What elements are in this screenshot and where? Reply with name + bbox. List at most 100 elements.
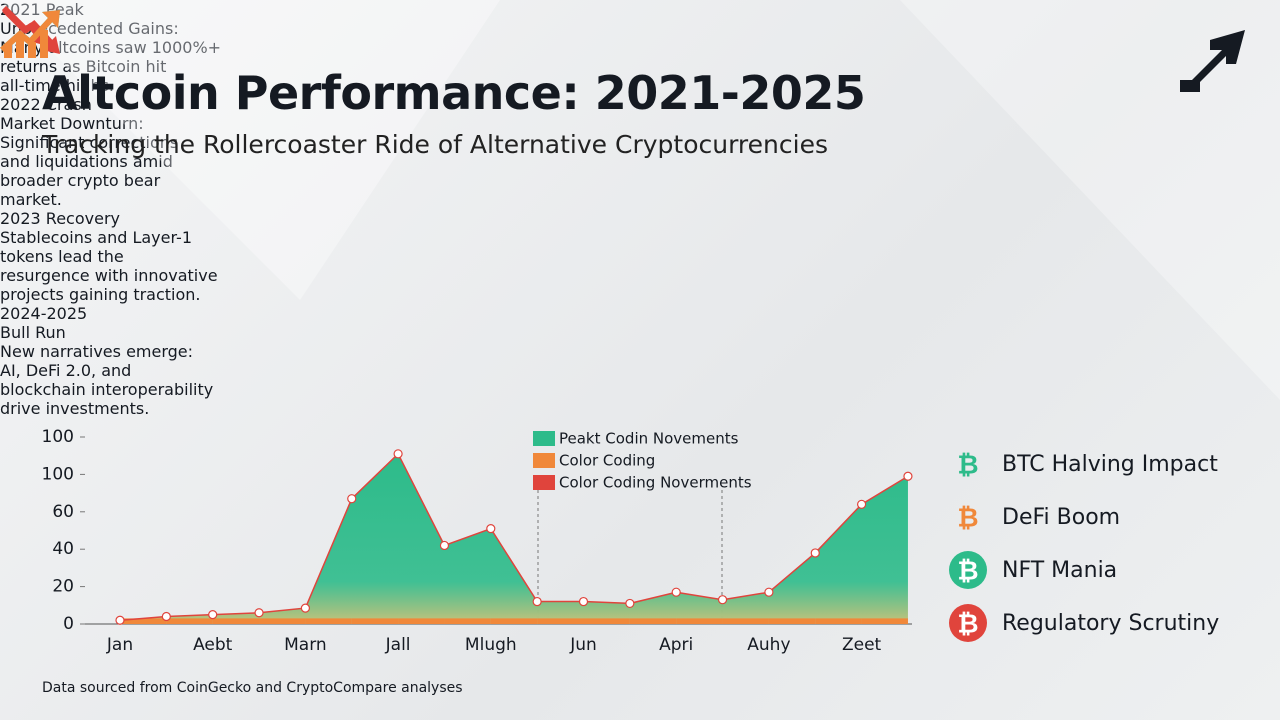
subtitle: Tracking the Rollercoaster Ride of Alter…	[42, 130, 828, 159]
band	[351, 618, 399, 624]
x-tick-label: Jun	[569, 635, 597, 655]
point	[578, 596, 589, 607]
band	[537, 618, 584, 624]
card-body-line: returns as Bitcoin hit	[0, 57, 167, 76]
band	[398, 618, 445, 624]
card-icon	[0, 10, 60, 58]
x-tick-label: Apri	[659, 635, 693, 655]
svg-text:₿: ₿	[957, 451, 978, 481]
y-tick-label: 60	[52, 502, 74, 522]
y-tick-label: 0	[63, 614, 74, 634]
svg-text:₿: ₿	[957, 504, 978, 534]
legend-text: NFT Mania	[1002, 557, 1118, 583]
legend-text: BTC Halving Impact	[1002, 451, 1218, 477]
card-title: 2024-2025 Bull Run	[0, 304, 1280, 342]
card-body-line: Market Downturn:	[0, 114, 144, 133]
card-body-line: Significant corrections	[0, 133, 179, 152]
legend-icon: ₿	[957, 504, 978, 534]
area	[120, 453, 908, 624]
footnote: Data sourced from CoinGecko and CryptoCo…	[42, 680, 463, 696]
card: 2023 Recovery Stablecoins and Layer-1 toke…	[0, 8, 1280, 304]
legend-label: Color Coding Noverments	[559, 474, 752, 492]
x-tick-label: Zeet	[842, 635, 882, 655]
card-title-line: 2022 Crash	[0, 95, 92, 114]
legend-item: ₿ DeFi Boom	[948, 497, 1120, 537]
card-title: 2022 Crash	[0, 95, 1280, 114]
y-tick-label: 100	[42, 464, 74, 484]
band	[583, 618, 630, 624]
point	[903, 471, 913, 481]
card-body-line: drive investments.	[0, 399, 150, 418]
band	[305, 618, 352, 624]
point	[161, 611, 171, 622]
point	[486, 524, 496, 534]
legend-swatch	[533, 453, 555, 468]
y-tick-label: 100	[42, 427, 74, 447]
legend-icon: ₿	[949, 551, 987, 589]
band	[444, 618, 491, 624]
legend-swatch	[533, 431, 555, 446]
card-title-line: Bull Run	[0, 323, 66, 342]
point	[300, 603, 310, 613]
card-body: Market Downturn: Significant corrections a…	[0, 114, 1280, 209]
card-title: 2021 Peak	[0, 0, 1280, 19]
y-tick-label: 20	[52, 577, 74, 597]
point	[439, 540, 450, 551]
card-body: New narratives emerge: AI, DeFi 2.0, and b…	[0, 342, 1280, 418]
band	[768, 618, 816, 624]
point	[717, 595, 728, 605]
svg-text:₿: ₿	[957, 557, 978, 587]
card-title-line: 2021 Peak	[0, 0, 84, 19]
point	[856, 499, 867, 509]
card-title-line: 2024-2025	[0, 304, 88, 323]
card: 2022 Crash Market Downturn: Significant co…	[0, 5, 1280, 209]
band	[629, 618, 677, 624]
x-tick-label: Jall	[385, 635, 411, 655]
band	[212, 618, 260, 624]
band	[676, 618, 723, 624]
card-body-line: tokens lead the	[0, 247, 124, 266]
card-body: Stablecoins and Layer-1 tokens lead the re…	[0, 228, 1280, 304]
point	[393, 449, 403, 459]
point	[764, 587, 774, 597]
legend-item: ₿ Regulatory Scrutiny	[948, 603, 1219, 643]
band	[490, 618, 538, 624]
x-tick-label: Jan	[106, 635, 133, 655]
point	[347, 494, 357, 504]
card-title-line: 2023 Recovery	[0, 209, 120, 228]
legend-text: DeFi Boom	[1002, 504, 1121, 530]
x-tick-label: Aebt	[193, 635, 233, 655]
card: 2024-2025 Bull Run New narratives emerge: A…	[0, 10, 1280, 418]
svg-text:₿: ₿	[957, 610, 978, 640]
x-tick-label: Mlugh	[465, 635, 517, 655]
point	[254, 608, 264, 618]
band	[166, 618, 213, 624]
point	[208, 610, 218, 620]
title: Altcoin Performance: 2021-2025	[42, 66, 866, 120]
legend-label: Peakt Codin Novements	[559, 430, 739, 448]
card-body-line: broader crypto bear	[0, 171, 161, 190]
legend-item: ₿ BTC Halving Impact	[948, 444, 1218, 484]
legend-text: Regulatory Scrutiny	[1002, 610, 1220, 636]
card-body-line: New narratives emerge:	[0, 342, 194, 361]
x-tick-label: Auhy	[747, 635, 790, 655]
card-body-line: blockchain interoperability	[0, 380, 214, 399]
band	[120, 618, 167, 624]
point	[810, 548, 820, 558]
x-tick-label: Marn	[284, 635, 327, 655]
point	[625, 598, 635, 609]
card-body-line: all-time highs.	[0, 76, 115, 95]
card-body-line: Stablecoins and Layer-1	[0, 228, 192, 247]
legend-icon: ₿	[949, 604, 987, 642]
point	[532, 596, 542, 607]
band	[861, 618, 908, 624]
band	[722, 618, 769, 624]
y-tick-label: 40	[52, 539, 74, 559]
legend-icon: ₿	[957, 451, 978, 481]
card-title: 2023 Recovery	[0, 209, 1280, 228]
card-body-line: AI, DeFi 2.0, and	[0, 361, 132, 380]
legend-swatch	[533, 475, 555, 490]
band	[259, 618, 306, 624]
